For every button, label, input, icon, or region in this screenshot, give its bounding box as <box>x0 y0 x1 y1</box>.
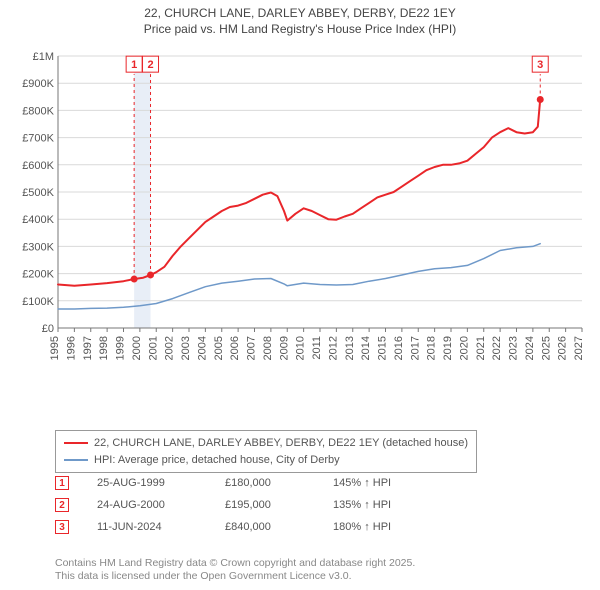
x-tick-label: 2001 <box>147 336 159 360</box>
x-tick-label: 2019 <box>442 336 454 360</box>
y-tick-label: £400K <box>22 214 54 226</box>
legend-label: 22, CHURCH LANE, DARLEY ABBEY, DERBY, DE… <box>94 435 468 452</box>
x-tick-label: 1997 <box>82 336 94 360</box>
y-tick-label: £300K <box>22 241 54 253</box>
transaction-marker: 1 <box>55 476 69 490</box>
transaction-marker: 2 <box>55 498 69 512</box>
y-tick-label: £0 <box>42 323 54 335</box>
legend-label: HPI: Average price, detached house, City… <box>94 452 340 469</box>
x-tick-label: 2015 <box>377 336 389 360</box>
x-tick-label: 2003 <box>180 336 192 360</box>
footnote: Contains HM Land Registry data © Crown c… <box>55 557 415 584</box>
transaction-row: 3 11-JUN-2024 £840,000 180% ↑ HPI <box>55 516 423 538</box>
legend-row: 22, CHURCH LANE, DARLEY ABBEY, DERBY, DE… <box>64 435 468 452</box>
x-tick-label: 2002 <box>164 336 176 360</box>
legend: 22, CHURCH LANE, DARLEY ABBEY, DERBY, DE… <box>55 430 477 473</box>
series-price_paid <box>58 100 540 286</box>
footnote-line2: This data is licensed under the Open Gov… <box>55 570 415 584</box>
legend-row: HPI: Average price, detached house, City… <box>64 452 468 469</box>
x-tick-label: 2023 <box>508 336 520 360</box>
chart-title-block: 22, CHURCH LANE, DARLEY ABBEY, DERBY, DE… <box>0 0 600 37</box>
transaction-pct: 135% ↑ HPI <box>333 499 423 511</box>
x-tick-label: 2005 <box>213 336 225 360</box>
x-tick-label: 2017 <box>409 336 421 360</box>
y-tick-label: £1M <box>33 51 54 63</box>
x-tick-label: 2000 <box>131 336 143 360</box>
transaction-price: £840,000 <box>225 521 305 533</box>
series-hpi <box>58 244 540 309</box>
transaction-price: £195,000 <box>225 499 305 511</box>
x-tick-label: 1995 <box>49 336 61 360</box>
chart-area: £0 £100K £200K £300K £400K £500K £600K £700K £80… <box>12 44 588 384</box>
marker-number: 2 <box>147 59 153 71</box>
transaction-row: 2 24-AUG-2000 £195,000 135% ↑ HPI <box>55 494 423 516</box>
transaction-pct: 145% ↑ HPI <box>333 477 423 489</box>
x-tick-label: 2011 <box>311 336 323 360</box>
transaction-pct: 180% ↑ HPI <box>333 521 423 533</box>
x-tick-label: 1999 <box>115 336 127 360</box>
y-tick-label: £900K <box>22 78 54 90</box>
x-tick-label: 2014 <box>360 336 372 360</box>
x-tick-label: 1998 <box>98 336 110 360</box>
x-tick-label: 2022 <box>491 336 503 360</box>
x-tick-label: 2010 <box>295 336 307 360</box>
legend-swatch <box>64 442 88 444</box>
x-tick-label: 2020 <box>458 336 470 360</box>
transaction-price: £180,000 <box>225 477 305 489</box>
chart-svg: £0 £100K £200K £300K £400K £500K £600K £700K £80… <box>12 44 588 384</box>
x-tick-label: 2006 <box>229 336 241 360</box>
marker-dot <box>147 271 154 278</box>
transaction-date: 11-JUN-2024 <box>97 521 197 533</box>
x-tick-label: 2004 <box>196 336 208 360</box>
title-line1: 22, CHURCH LANE, DARLEY ABBEY, DERBY, DE… <box>0 6 600 22</box>
title-line2: Price paid vs. HM Land Registry's House … <box>0 22 600 38</box>
x-tick-label: 2009 <box>278 336 290 360</box>
transaction-row: 1 25-AUG-1999 £180,000 145% ↑ HPI <box>55 472 423 494</box>
x-tick-label: 2012 <box>327 336 339 360</box>
y-tick-label: £100K <box>22 296 54 308</box>
legend-swatch <box>64 459 88 461</box>
x-tick-label: 1996 <box>65 336 77 360</box>
x-tick-label: 2007 <box>246 336 258 360</box>
x-tick-label: 2027 <box>573 336 585 360</box>
x-tick-label: 2025 <box>540 336 552 360</box>
marker-number: 1 <box>131 59 137 71</box>
marker-dot <box>131 276 138 283</box>
y-tick-label: £600K <box>22 160 54 172</box>
x-tick-label: 2018 <box>426 336 438 360</box>
y-tick-label: £800K <box>22 105 54 117</box>
transaction-marker: 3 <box>55 520 69 534</box>
x-tick-label: 2008 <box>262 336 274 360</box>
y-tick-label: £500K <box>22 187 54 199</box>
footnote-line1: Contains HM Land Registry data © Crown c… <box>55 557 415 571</box>
transaction-date: 24-AUG-2000 <box>97 499 197 511</box>
x-tick-label: 2013 <box>344 336 356 360</box>
x-tick-label: 2026 <box>557 336 569 360</box>
y-tick-label: £200K <box>22 269 54 281</box>
transaction-date: 25-AUG-1999 <box>97 477 197 489</box>
x-tick-label: 2021 <box>475 336 487 360</box>
marker-dot <box>537 96 544 103</box>
transactions-table: 1 25-AUG-1999 £180,000 145% ↑ HPI 2 24-AUG-20… <box>55 472 423 538</box>
y-tick-label: £700K <box>22 133 54 145</box>
x-tick-label: 2024 <box>524 336 536 360</box>
x-tick-label: 2016 <box>393 336 405 360</box>
marker-number: 3 <box>537 59 543 71</box>
